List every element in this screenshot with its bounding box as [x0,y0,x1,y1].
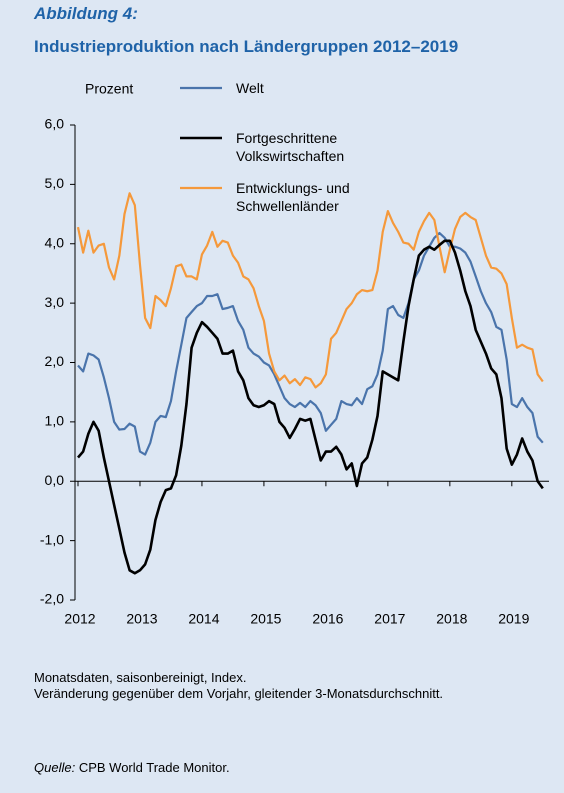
x-tick-label: 2019 [498,611,529,627]
notes: Monatsdaten, saisonbereinigt, Index. Ver… [34,670,531,702]
y-tick-label: 4,0 [45,234,65,250]
x-tick-label: 2017 [374,611,405,627]
source-text: CPB World Trade Monitor. [78,760,230,775]
series-line [77,231,544,456]
y-tick-label: 1,0 [45,413,65,429]
note: Monatsdaten, saisonbereinigt, Index. [34,670,247,685]
y-tick-label: 6,0 [45,116,65,132]
x-tick-label: 2015 [250,611,281,627]
chart-title: Industrieproduktion nach Ländergruppen 2… [34,37,459,56]
x-tick-label: 2013 [126,611,157,627]
series-line [76,192,544,389]
x-tick-label: 2016 [312,611,343,627]
note: Veränderung gegenüber dem Vorjahr, gleit… [34,686,444,701]
series-line [77,239,544,575]
y-tick-label: 3,0 [45,294,65,310]
y-axis-label: Prozent [85,81,133,97]
y-tick-label: 2,0 [45,353,65,369]
legend-label: Fortgeschrittene Volkswirtschaften [236,130,345,164]
figure-label: Abbildung 4: [34,4,138,23]
legend-label: Entwicklungs- und Schwellenländer [236,180,350,214]
x-tick-label: 2018 [436,611,467,627]
y-tick-label: -1,0 [40,531,64,547]
source: Quelle: CPB World Trade Monitor. [34,760,230,775]
source-label: Quelle: [34,760,76,775]
y-tick-label: 5,0 [45,175,65,191]
legend-label: Welt [236,80,264,96]
y-tick-label: -2,0 [40,591,64,607]
y-tick-label: 0,0 [45,472,65,488]
x-tick-label: 2014 [188,611,219,627]
x-tick-label: 2012 [64,611,95,627]
